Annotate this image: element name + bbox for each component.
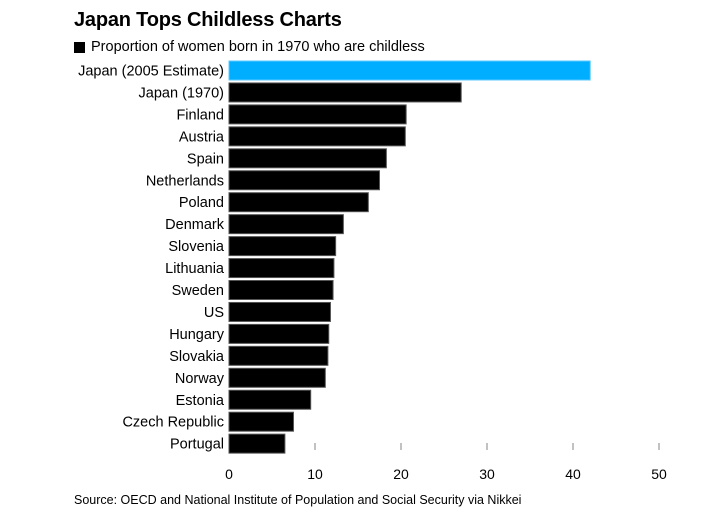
category-label: Finland: [176, 107, 224, 123]
category-label: Slovakia: [169, 349, 225, 365]
bar-us: [228, 301, 331, 322]
category-label: Czech Republic: [122, 415, 224, 431]
category-label: Portugal: [170, 437, 224, 453]
category-label: Spain: [187, 151, 224, 167]
chart-title: Japan Tops Childless Charts: [74, 9, 342, 31]
legend: Proportion of women born in 1970 who are…: [74, 39, 425, 55]
category-label: Poland: [179, 195, 224, 211]
bar-slovakia: [228, 345, 329, 366]
x-tick-label: 10: [307, 466, 323, 482]
bar-estonia: [228, 389, 312, 410]
bar-hungary: [228, 323, 330, 344]
bar-norway: [228, 367, 326, 388]
category-label: US: [204, 305, 224, 321]
category-label: Estonia: [176, 393, 225, 409]
x-tick-label: 50: [651, 466, 667, 482]
bar-slovenia: [228, 236, 337, 257]
legend-label: Proportion of women born in 1970 who are…: [91, 39, 425, 55]
category-label: Denmark: [165, 217, 225, 233]
category-labels-group: Japan (2005 Estimate) Japan (1970) Finland…: [78, 64, 225, 453]
category-label: Netherlands: [146, 173, 224, 189]
bar-japan-1970: [228, 82, 462, 103]
x-tick-label: 0: [225, 466, 233, 482]
bar-denmark: [228, 214, 344, 235]
category-label: Lithuania: [165, 261, 225, 277]
category-label: Japan (1970): [139, 85, 224, 101]
category-label: Japan (2005 Estimate): [78, 64, 224, 80]
category-label: Norway: [175, 371, 225, 387]
x-tick-label: 30: [479, 466, 495, 482]
bar-austria: [228, 126, 406, 147]
source-note: Source: OECD and National Institute of P…: [74, 493, 522, 507]
bar-japan-2005-estimate: [228, 60, 591, 81]
category-label: Slovenia: [168, 239, 225, 255]
bar-czech-republic: [228, 411, 294, 432]
bar-finland: [228, 104, 407, 125]
bar-poland: [228, 192, 369, 213]
bar-netherlands: [228, 170, 380, 191]
category-label: Hungary: [169, 327, 225, 343]
bar-portugal: [228, 433, 286, 454]
category-label: Austria: [179, 129, 225, 145]
bar-sweden: [228, 280, 334, 300]
legend-swatch: [74, 41, 85, 53]
x-axis-ticks-group: 0 10 20 30 40 50: [225, 443, 667, 482]
x-tick-label: 40: [565, 466, 581, 482]
category-label: Sweden: [172, 283, 224, 299]
bars-group: [228, 60, 591, 454]
bar-lithuania: [228, 258, 335, 279]
x-tick-label: 20: [393, 466, 409, 482]
bar-spain: [228, 148, 387, 169]
